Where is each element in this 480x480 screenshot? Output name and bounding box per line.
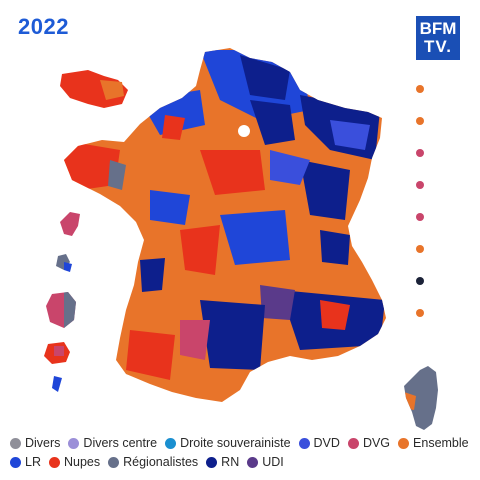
overseas-dot: [416, 117, 424, 125]
legend-label: Ensemble: [413, 436, 469, 450]
legend-label: UDI: [262, 455, 284, 469]
legend-label: Régionalistes: [123, 455, 199, 469]
overseas-dot: [416, 245, 424, 253]
legend-label: Divers: [25, 436, 61, 450]
map-title-year: 2022: [18, 14, 69, 39]
legend-item: Divers: [10, 436, 60, 450]
legend-swatch: [298, 437, 310, 449]
legend-swatch: [68, 437, 80, 449]
legend-item: Divers centre: [68, 436, 157, 450]
legend-swatch: [165, 437, 177, 449]
legend-swatch: [108, 456, 120, 468]
legend-swatch: [247, 456, 259, 468]
legend-item: DVG: [347, 436, 391, 450]
legend-swatch: [206, 456, 218, 468]
legend-item: RN: [206, 455, 239, 469]
overseas-dot: [416, 149, 424, 157]
overseas-dot: [416, 309, 424, 317]
bfmtv-logo: BFM TV.: [414, 14, 462, 62]
legend-swatch: [48, 456, 60, 468]
legend-swatch: [347, 437, 359, 449]
overseas-dot: [416, 85, 424, 93]
legend-label: Divers centre: [83, 436, 158, 450]
legend-label: LR: [25, 455, 41, 469]
legend-label: DVD: [313, 436, 340, 450]
legend: Divers Divers centre Droite souverainiste D…: [10, 434, 472, 472]
legend-item: Droite souverainiste: [165, 436, 291, 450]
legend-item: LR: [10, 455, 41, 469]
corsica-regions: [404, 366, 438, 430]
legend-swatch: [10, 437, 21, 449]
legend-label: RN: [221, 455, 240, 469]
overseas-dot: [416, 213, 424, 221]
logo-line-1: BFM: [419, 19, 457, 38]
overseas-territories: [44, 70, 128, 392]
legend-label: DVG: [362, 436, 391, 450]
legend-label: Nupes: [63, 455, 101, 469]
overseas-dot: [416, 277, 424, 285]
legend-item: Nupes: [48, 455, 101, 469]
legend-label: Droite souverainiste: [180, 436, 291, 450]
overseas-dot: [416, 181, 424, 189]
legend-item: DVD: [298, 436, 340, 450]
legend-item: UDI: [247, 455, 284, 469]
legend-swatch: [10, 456, 21, 468]
legend-row-2: LR Nupes Régionalistes RN UDI: [10, 453, 472, 471]
legend-item: Régionalistes: [108, 455, 198, 469]
legend-swatch: [398, 437, 410, 449]
legend-row-1: Divers Divers centre Droite souverainiste D…: [10, 434, 472, 452]
logo-line-2: TV.: [424, 37, 452, 56]
legend-item: Ensemble: [398, 436, 469, 450]
